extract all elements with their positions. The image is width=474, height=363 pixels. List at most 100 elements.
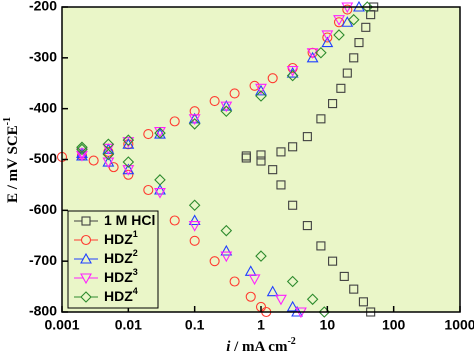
legend-label: HDZ4 [104,286,138,303]
marker-square [241,151,251,161]
marker-square [349,53,359,63]
marker-square [361,22,371,32]
marker-square [256,156,266,166]
marker-diamond [347,13,360,26]
marker-circle [80,234,92,246]
marker-circle [108,162,119,173]
marker-square [276,147,286,157]
y-title-text: E / mV SCE [5,125,21,203]
marker-triangle-up [122,138,135,149]
marker-circle [342,4,353,15]
marker-triangle-up [154,183,166,195]
legend-name: HDZ [104,250,133,266]
marker-triangle-down [286,65,299,77]
marker-circle [267,73,278,84]
marker-diamond [154,127,166,139]
x-axis-title: i / mA cm-2 [226,336,296,355]
marker-circle [229,276,240,287]
marker-triangle-down [188,221,201,232]
marker-square [302,132,312,142]
marker-diamond [333,29,345,41]
marker-triangle-down [248,274,261,286]
marker-circle [88,155,99,166]
marker-square [336,83,346,93]
marker-triangle-down [122,165,135,176]
marker-square [288,200,298,210]
legend-label: HDZ2 [104,248,138,265]
legend-name: HDZ [104,231,133,247]
marker-diamond [188,199,201,212]
y-tick-label: -600 [29,201,57,217]
marker-triangle-up [306,51,319,63]
marker-square [268,165,278,175]
marker-circle [143,129,154,140]
marker-diamond [122,156,135,168]
marker-square [349,284,359,294]
marker-circle [209,95,220,107]
marker-triangle-down [220,251,233,263]
x-tick-label: 1000 [444,317,474,333]
x-tick-label: 10 [320,317,336,333]
marker-triangle-up [188,214,201,226]
marker-square [316,241,326,251]
marker-diamond [255,90,267,102]
marker-square [328,256,338,266]
marker-triangle-up [255,84,267,96]
marker-triangle-down [76,148,88,160]
marker-diamond [154,174,166,186]
legend-sup: 3 [133,267,138,277]
marker-diamond [102,138,115,151]
marker-circle [245,291,256,302]
marker-circle [229,88,240,99]
x-tick-label: 0.1 [185,317,205,333]
y-axis-title: E / mV SCE-1 [2,117,21,203]
marker-square [328,99,338,109]
x-title-sup: -2 [287,336,295,347]
legend-sup: 1 [133,229,138,239]
marker-triangle-up [220,244,233,256]
legend-sup: 2 [133,248,138,258]
marker-circle [322,32,333,43]
x-tick-label: 1 [257,317,265,333]
y-tick-label: -700 [29,252,57,268]
legend-name: HDZ [104,269,133,285]
marker-circle [249,80,260,91]
marker-circle [169,116,180,127]
legend-name: HDZ [104,288,133,304]
marker-diamond [255,250,267,262]
marker-diamond [76,141,88,154]
marker-triangle-down [80,273,92,285]
marker-triangle-down [76,150,88,162]
marker-square [256,150,266,160]
y-tick-label: -300 [29,49,57,65]
marker-triangle-down [102,157,115,169]
y-tick-label: -400 [29,99,57,115]
marker-square [354,38,364,48]
marker-triangle-up [321,36,334,48]
marker-triangle-up [80,252,92,264]
marker-diamond [102,148,115,161]
marker-diamond [122,134,135,146]
marker-triangle-up [266,285,279,297]
x-title-text: / mA cm [230,339,288,355]
marker-circle [189,235,200,246]
marker-square [288,142,298,152]
marker-triangle-up [341,16,354,27]
marker-diamond [76,143,88,156]
legend-sup: 4 [133,286,138,296]
marker-diamond [188,118,201,130]
y-tick-label: -500 [29,150,57,166]
x-tick-label: 100 [382,317,406,333]
marker-square [342,68,352,78]
x-tick-label: 0.01 [115,317,142,333]
legend-label: 1 M HCl [104,212,155,228]
marker-square [276,180,286,190]
marker-triangle-down [321,30,334,42]
marker-circle [189,106,200,117]
y-tick-label: -800 [29,303,57,319]
marker-square [81,216,91,226]
y-tick-label: -200 [29,0,57,14]
marker-diamond [80,291,92,303]
